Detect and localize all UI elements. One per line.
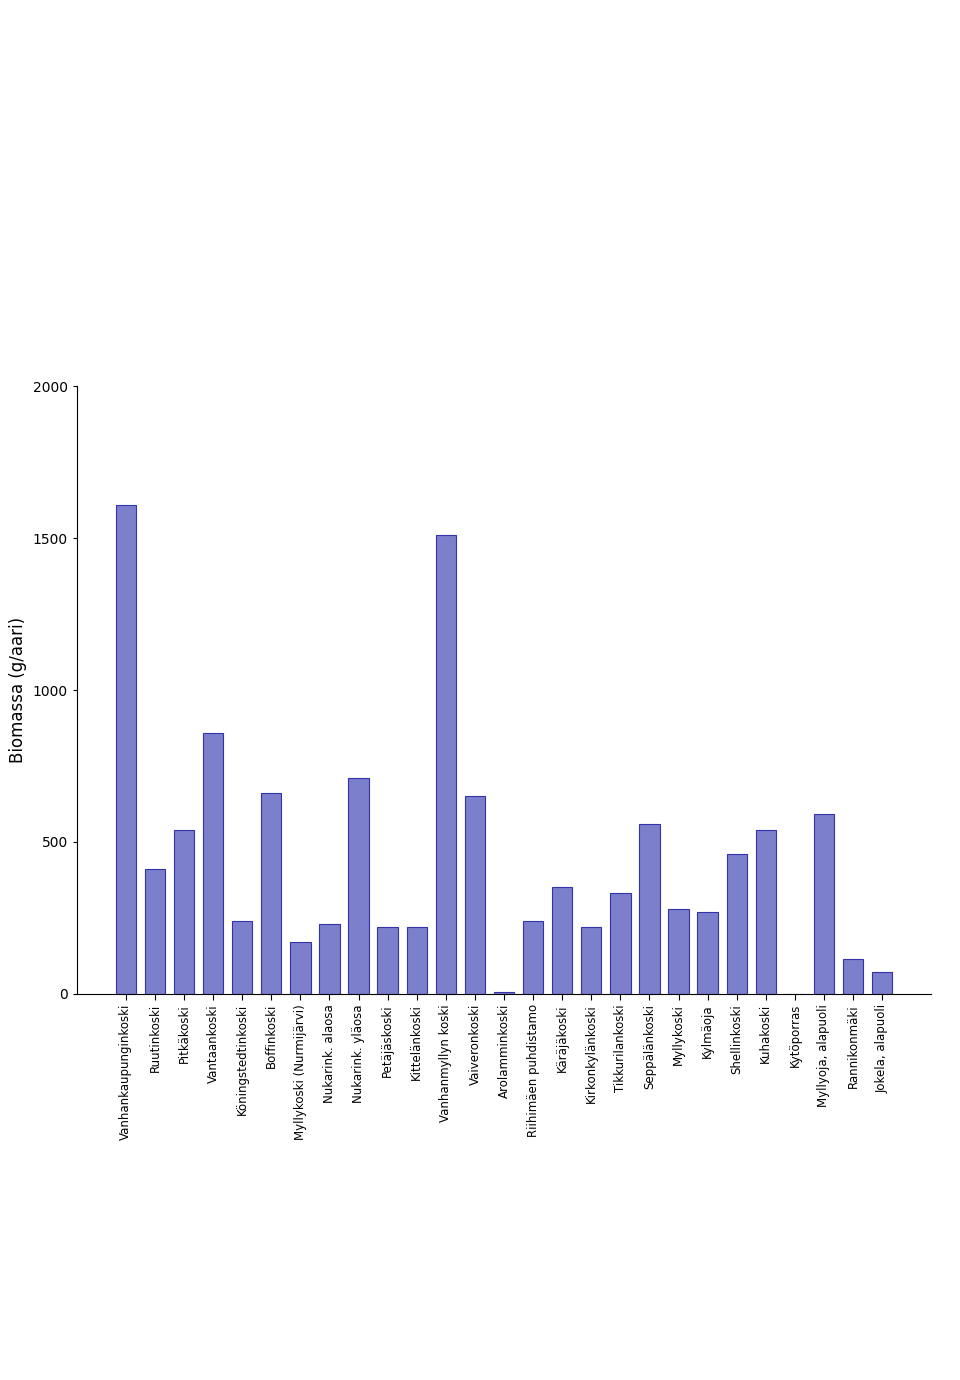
- Bar: [320, 923, 340, 994]
- Bar: [552, 887, 572, 994]
- Bar: [465, 796, 485, 994]
- Bar: [115, 505, 136, 994]
- Bar: [290, 943, 310, 994]
- Bar: [843, 959, 863, 994]
- Bar: [756, 829, 776, 994]
- Bar: [872, 973, 893, 994]
- Bar: [261, 793, 281, 994]
- Bar: [436, 535, 456, 994]
- Bar: [348, 778, 369, 994]
- Bar: [668, 908, 688, 994]
- Bar: [611, 893, 631, 994]
- Bar: [174, 829, 194, 994]
- Y-axis label: Biomassa (g/aari): Biomassa (g/aari): [9, 617, 27, 763]
- Bar: [377, 927, 397, 994]
- Bar: [493, 992, 515, 994]
- Bar: [581, 927, 602, 994]
- Bar: [698, 912, 718, 994]
- Bar: [203, 733, 224, 994]
- Bar: [523, 920, 543, 994]
- Bar: [727, 854, 747, 994]
- Bar: [232, 920, 252, 994]
- Bar: [814, 814, 834, 994]
- Bar: [639, 824, 660, 994]
- Bar: [406, 927, 427, 994]
- Bar: [145, 869, 165, 994]
